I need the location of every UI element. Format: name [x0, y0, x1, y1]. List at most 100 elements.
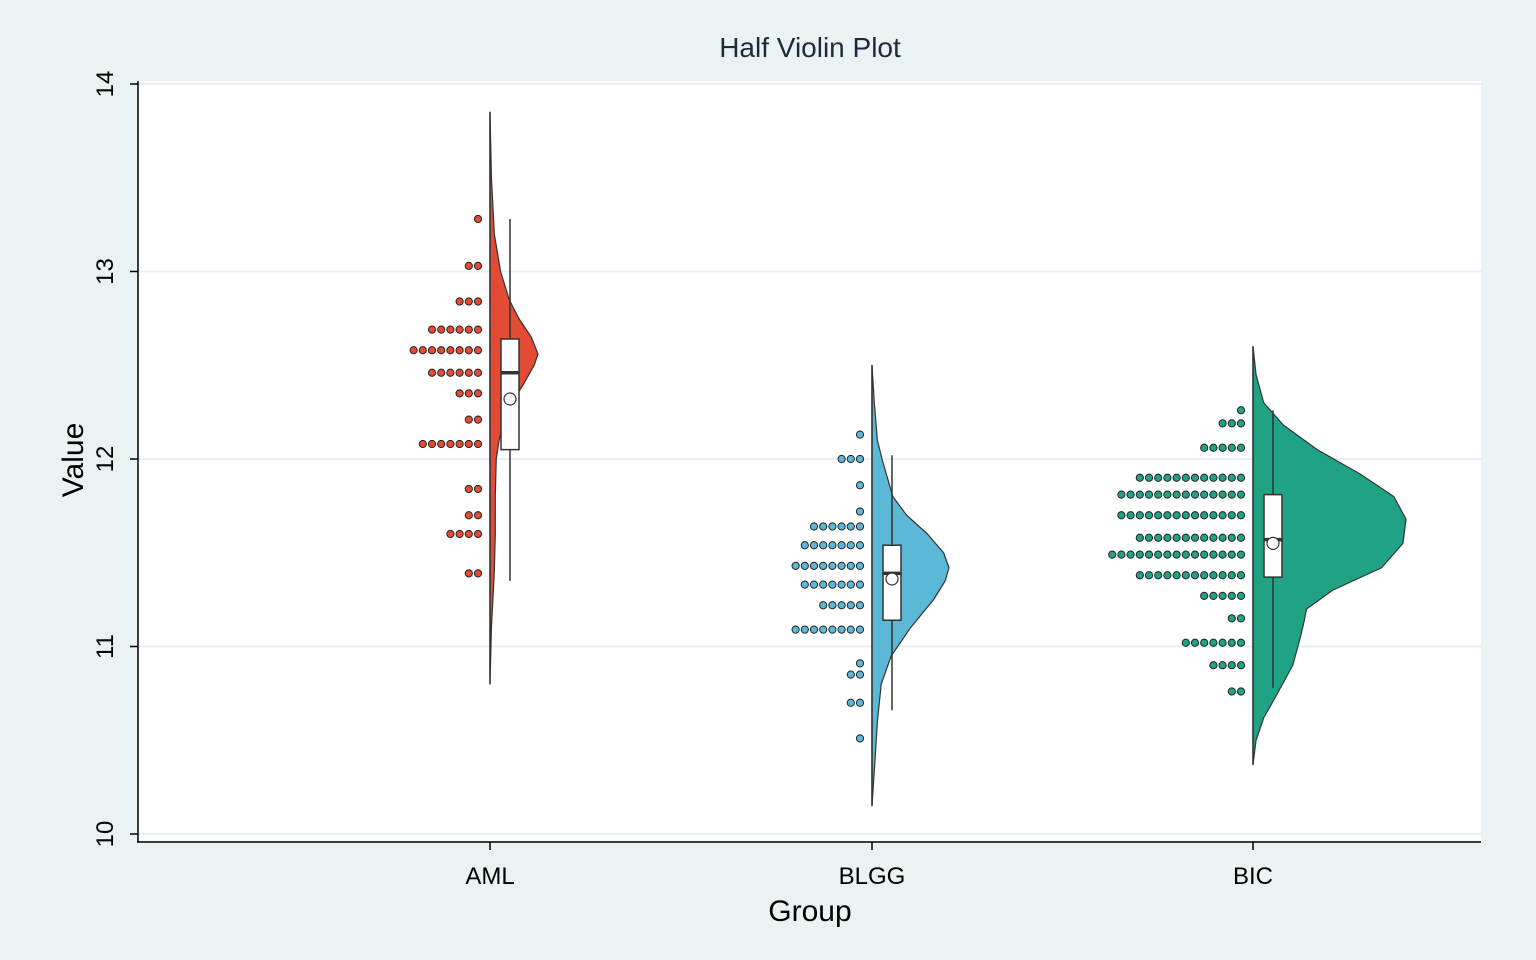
data-point	[1154, 490, 1163, 499]
data-point	[1135, 533, 1144, 542]
data-point	[837, 454, 846, 464]
data-point	[473, 484, 483, 494]
box-plots	[500, 219, 1283, 711]
data-point	[809, 625, 819, 634]
data-point	[828, 625, 837, 634]
data-point	[1227, 511, 1236, 520]
data-point	[437, 325, 446, 334]
data-point	[437, 368, 446, 377]
data-point	[1144, 511, 1154, 520]
data-point	[1190, 550, 1200, 559]
box-mean	[503, 392, 517, 406]
x-tick-label: BIC	[1233, 863, 1273, 890]
data-point	[1163, 511, 1172, 520]
data-point	[1126, 490, 1135, 499]
dot-strips	[409, 214, 1246, 743]
data-point	[837, 541, 846, 550]
data-point	[409, 346, 418, 355]
data-point	[1163, 473, 1172, 482]
data-point	[1236, 687, 1246, 696]
data-point	[855, 541, 865, 550]
chart-title: Half Violin Plot	[719, 32, 901, 63]
data-point	[800, 541, 809, 550]
data-point	[1209, 443, 1218, 452]
x-tick-label: AML	[465, 863, 514, 890]
data-point	[473, 511, 483, 520]
data-point	[1154, 571, 1163, 580]
data-point	[837, 522, 846, 531]
data-point	[1135, 473, 1144, 482]
data-point	[446, 368, 455, 377]
data-point	[855, 625, 865, 634]
data-point	[1200, 443, 1209, 452]
data-point	[464, 346, 473, 355]
data-point	[1218, 661, 1227, 670]
data-point	[1227, 443, 1236, 452]
data-point	[455, 529, 464, 539]
data-point	[1181, 550, 1190, 559]
data-point	[1209, 490, 1218, 499]
data-point	[855, 454, 865, 464]
data-point	[1218, 443, 1227, 452]
data-point	[1190, 473, 1200, 482]
data-point	[1209, 511, 1218, 520]
data-point	[1227, 661, 1236, 670]
data-point	[1181, 533, 1190, 542]
data-point	[1227, 490, 1236, 499]
data-point	[1236, 443, 1246, 452]
data-point	[1209, 550, 1218, 559]
data-point	[455, 439, 464, 449]
data-point	[800, 625, 809, 634]
data-point	[1227, 550, 1236, 559]
data-point	[1144, 473, 1154, 482]
data-point	[1126, 550, 1135, 559]
data-point	[819, 561, 828, 570]
data-point	[1190, 533, 1200, 542]
data-point	[1172, 473, 1181, 482]
data-point	[1200, 591, 1209, 600]
y-tick-label: 13	[92, 258, 119, 285]
data-point	[1236, 638, 1246, 647]
data-point	[473, 569, 483, 578]
data-point	[1200, 490, 1209, 499]
data-point	[1172, 511, 1181, 520]
data-point	[1181, 473, 1190, 482]
data-point	[1236, 571, 1246, 580]
data-point	[418, 439, 427, 449]
data-point	[855, 601, 865, 610]
data-point	[1227, 687, 1236, 696]
y-axis-title: Value	[57, 423, 90, 498]
data-point	[473, 389, 483, 398]
data-point	[791, 561, 800, 570]
data-point	[846, 670, 855, 679]
data-point	[855, 580, 865, 589]
data-point	[1181, 511, 1190, 520]
data-point	[837, 580, 846, 589]
data-point	[1135, 490, 1144, 499]
data-point	[1236, 661, 1246, 670]
x-ticks: AML BLGG BIC	[465, 842, 1273, 890]
data-point	[855, 430, 865, 439]
data-point	[1209, 473, 1218, 482]
data-point	[455, 389, 464, 398]
data-point	[473, 297, 483, 306]
data-point	[455, 368, 464, 377]
data-point	[464, 297, 473, 306]
data-point	[846, 541, 855, 550]
data-point	[828, 541, 837, 550]
data-point	[855, 561, 865, 570]
data-point	[446, 439, 455, 449]
data-point	[1181, 638, 1190, 647]
data-point	[1209, 591, 1218, 600]
data-point	[1200, 473, 1209, 482]
data-point	[473, 529, 483, 539]
data-point	[1117, 550, 1126, 559]
data-point	[1218, 490, 1227, 499]
box-iqr	[1263, 493, 1283, 578]
y-tick-label: 12	[92, 446, 119, 473]
data-point	[1154, 550, 1163, 559]
box-mean	[1266, 536, 1280, 550]
data-point	[1227, 571, 1236, 580]
data-point	[1172, 533, 1181, 542]
data-point	[855, 522, 865, 531]
